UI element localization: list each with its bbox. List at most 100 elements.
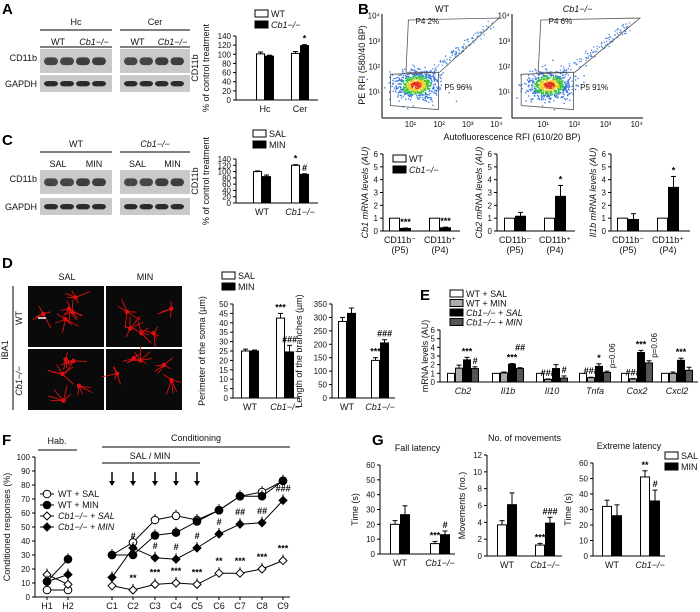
flow-event [424,88,426,91]
flow-event [530,79,533,82]
flow-event [554,96,556,98]
flow-event [608,39,610,41]
flow-event [415,77,418,80]
y-tick-label: 10 [366,535,375,544]
y-tick-label: 2 [431,361,436,370]
flow-event [430,82,433,85]
flow-event [409,82,412,84]
flow-event [569,77,572,79]
flow-event [554,92,556,95]
flow-event [401,78,403,81]
bar [300,173,309,204]
flow-event [584,52,586,54]
flow-event [564,76,566,78]
flow-event [439,88,441,90]
flow-event [398,78,400,80]
y-axis-label: Perimeter of the soma (µm) [197,296,207,406]
flow-event [553,83,555,86]
significance-annotation: # [173,542,178,552]
flow-event [414,72,416,74]
x-tick-label: C3 [149,601,161,611]
flow-event [479,32,481,34]
flow-event [590,55,592,58]
x-tick-label: (P4) [659,245,676,255]
microglia-branch [129,316,141,329]
blot-row-label: CD11b [10,53,37,63]
flow-event [547,89,549,91]
y-tick-label: 250 [314,327,328,336]
flow-event [542,79,545,82]
flow-event [556,83,558,85]
flow-event [548,89,550,91]
legend-label: Cb1−/− + MIN [58,522,115,532]
flow-event [404,87,406,89]
flow-event [403,86,405,88]
flow-event [400,83,402,85]
flow-event [405,92,407,95]
significance-annotation: # [302,163,307,173]
flow-event [537,91,540,94]
flow-event [434,76,436,78]
flow-event [533,81,535,83]
flow-event [411,85,413,87]
flow-event [462,50,465,53]
flow-event [424,82,426,85]
flow-event [409,78,411,81]
flow-event [406,75,408,78]
flow-event [548,97,550,100]
flow-x-tick: 10⁴ [631,120,644,129]
flow-event [401,68,404,71]
y-tick-label: 120 [218,41,232,50]
flow-event [552,85,555,87]
flow-event [563,68,565,71]
flow-event [567,86,569,88]
flow-event [544,94,547,96]
microglia-branch [63,393,72,401]
flow-event [457,48,460,50]
blot-lane-label: WT [51,37,65,47]
significance-annotation: * [559,174,563,184]
flow-event [543,96,545,98]
y-tick-label: 8 [478,485,483,494]
flow-event [456,52,458,54]
flow-event [557,91,560,93]
bar [544,378,552,383]
flow-event [553,87,556,89]
x-tick-label: WT [255,207,269,217]
flow-event [466,38,468,41]
flow-event [432,86,435,88]
blot-group-label: Hc [71,17,82,27]
flow-event [417,76,420,79]
flow-event [412,74,415,76]
flow-event [563,87,565,90]
bar [440,534,450,555]
blot-lane-label: SAL [49,159,66,169]
bar [545,522,555,557]
y-tick-label: 45 [219,309,228,318]
flow-event [619,29,621,31]
flow-event [554,78,556,80]
flow-event [426,81,429,83]
flow-event [543,87,545,89]
flow-event [552,94,554,96]
flow-event [405,98,407,101]
flow-event [538,89,540,92]
flow-event [397,79,400,82]
flow-event [401,91,403,93]
flow-event [411,89,414,92]
flow-event [440,59,442,62]
x-tick-label: CD11b⁻ [499,235,531,245]
flow-event [572,93,574,95]
significance-annotation: ** [215,556,223,566]
y-tick-label: 0 [26,593,31,602]
data-point [107,550,117,560]
flow-event [528,81,530,84]
y-tick-label: 80 [21,481,30,490]
flow-event [476,35,478,37]
flow-event [575,75,577,78]
significance-annotation: *** [507,353,518,363]
flow-event [421,90,423,92]
y-tick-label: 0 [374,227,379,236]
microglia-branch [65,318,79,327]
legend-g-swatch [664,462,679,471]
